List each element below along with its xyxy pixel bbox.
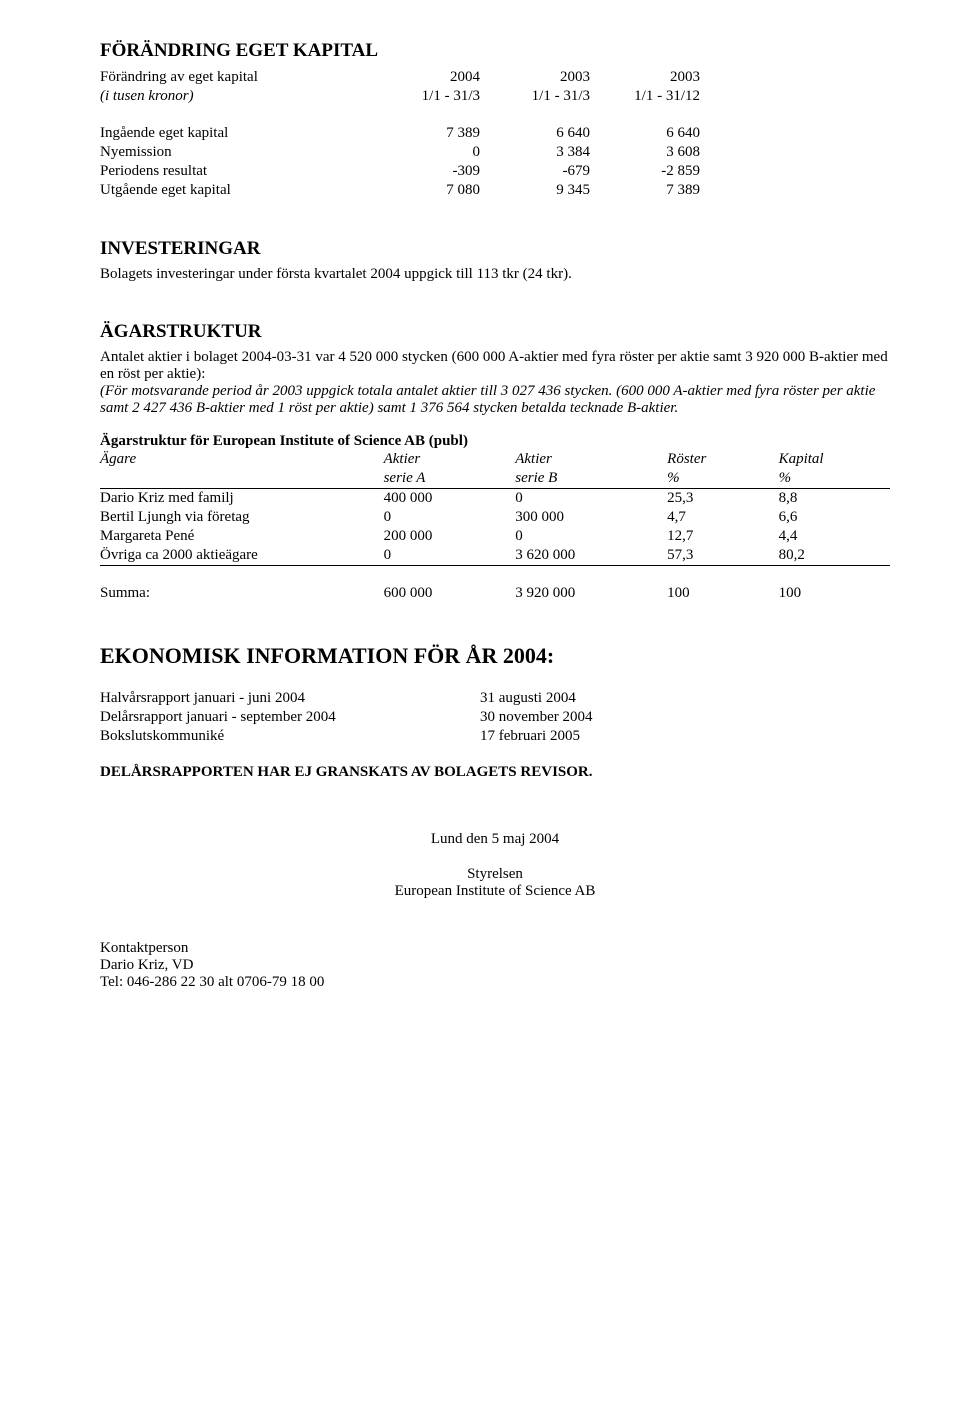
table-row: Dario Kriz med familj 400 000 0 25,3 8,8 [100, 489, 890, 509]
equity-section: FÖRÄNDRING EGET KAPITAL Förändring av eg… [100, 40, 890, 200]
footer-sign2: European Institute of Science AB [100, 883, 890, 900]
table-row: Delårsrapport januari - september 2004 3… [100, 708, 592, 727]
table-row: Ingående eget kapital 7 389 6 640 6 640 [100, 124, 700, 143]
econ-heading: EKONOMISK INFORMATION FÖR ÅR 2004: [100, 643, 890, 669]
contact-name: Dario Kriz, VD [100, 957, 890, 974]
table-row: Margareta Pené 200 000 0 12,7 4,4 [100, 527, 890, 546]
ownership-table: Ägare Aktier Aktier Röster Kapital serie… [100, 450, 890, 603]
ownership-para: Antalet aktier i bolaget 2004-03-31 var … [100, 349, 890, 417]
table-row: Utgående eget kapital 7 080 9 345 7 389 [100, 181, 700, 200]
invest-heading: INVESTERINGAR [100, 238, 890, 260]
contact-tel: Tel: 046-286 22 30 alt 0706-79 18 00 [100, 974, 890, 991]
table-row: Periodens resultat -309 -679 -2 859 [100, 162, 700, 181]
table-sum-row: Summa: 600 000 3 920 000 100 100 [100, 584, 890, 603]
equity-rowheader2: (i tusen kronor) [100, 87, 370, 106]
ownership-heading: ÄGARSTRUKTUR [100, 321, 890, 343]
equity-table: Förändring av eget kapital 2004 2003 200… [100, 68, 700, 200]
ownership-section: ÄGARSTRUKTUR Antalet aktier i bolaget 20… [100, 321, 890, 603]
econ-note: DELÅRSRAPPORTEN HAR EJ GRANSKATS AV BOLA… [100, 764, 890, 781]
invest-section: INVESTERINGAR Bolagets investeringar und… [100, 238, 890, 283]
invest-text: Bolagets investeringar under första kvar… [100, 266, 890, 283]
table-row: Nyemission 0 3 384 3 608 [100, 143, 700, 162]
table-row: Bokslutskommuniké 17 februari 2005 [100, 727, 592, 746]
equity-rowheader1: Förändring av eget kapital [100, 68, 370, 87]
contact-heading: Kontaktperson [100, 940, 890, 957]
equity-heading: FÖRÄNDRING EGET KAPITAL [100, 40, 890, 62]
table-row: Bertil Ljungh via företag 0 300 000 4,7 … [100, 508, 890, 527]
table-row: Halvårsrapport januari - juni 2004 31 au… [100, 689, 592, 708]
econ-table: Halvårsrapport januari - juni 2004 31 au… [100, 689, 592, 746]
footer-sign1: Styrelsen [100, 866, 890, 883]
contact-block: Kontaktperson Dario Kriz, VD Tel: 046-28… [100, 940, 890, 991]
ownership-table-title: Ägarstruktur för European Institute of S… [100, 433, 890, 450]
table-row: Övriga ca 2000 aktieägare 0 3 620 000 57… [100, 546, 890, 566]
footer-date: Lund den 5 maj 2004 [100, 831, 890, 848]
